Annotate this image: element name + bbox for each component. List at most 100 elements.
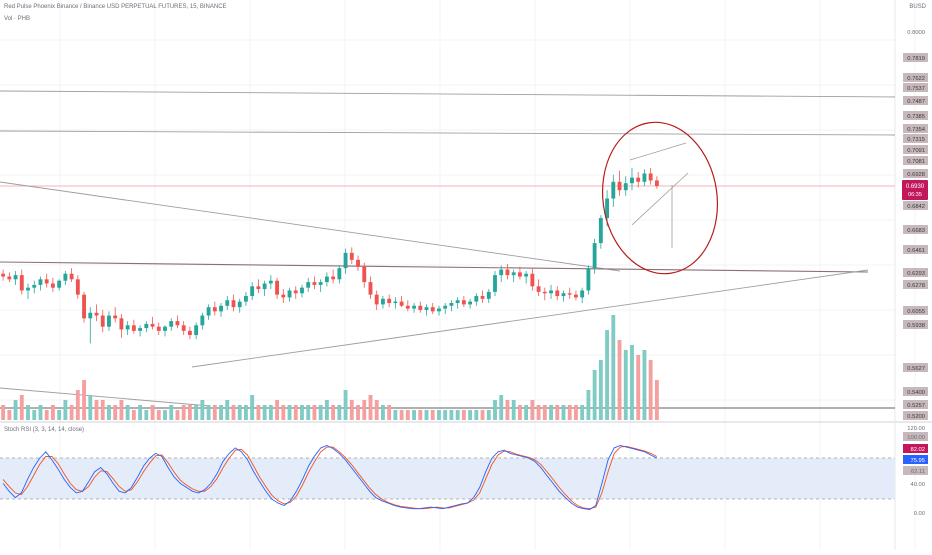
volume-bar [163,410,167,420]
candle-body [356,259,360,267]
candle-body [268,280,273,284]
volume-bar [418,410,423,420]
candle-body [586,268,591,291]
volume-bar [13,400,18,420]
volume-bar [194,405,199,420]
price-axis-label: 0.6278 [907,283,925,289]
candle-body [187,330,192,336]
volume-bar [300,405,304,420]
candle-body [331,276,336,280]
rsi-axis-label: 75.95 [910,458,925,464]
price-label-bg [903,96,928,105]
candle-body [113,315,118,319]
candle-body [82,294,86,319]
stoch-rsi-k-line [2,445,658,510]
volume-bar [380,405,385,420]
volume-bar [7,410,12,420]
stoch-rsi-indicator-label[interactable]: Stoch RSI (3, 3, 14, 14, close) [4,427,85,433]
price-label-bg [903,400,928,409]
price-label-bg [903,387,928,396]
candle-body [530,273,535,287]
candle-body [630,177,634,184]
candle-body [430,307,435,312]
volume-bar [592,370,597,420]
price-axis-label: 0.5938 [907,323,925,329]
candle-body [399,301,404,306]
volume-bar [256,405,261,420]
volume-bar [580,405,585,420]
volume-bar [517,405,522,420]
volume-bar [443,410,448,420]
candle-body [181,325,186,331]
ascending-trendline [191,269,869,368]
candle-body [237,301,242,308]
candle-body [1,273,6,277]
candle-body [324,276,329,283]
price-axis-label: 0.5200 [907,414,925,420]
candle-body [542,291,547,294]
price-axis-label: 0.6683 [907,228,925,234]
volume-bar [125,405,130,420]
candle-body [169,321,174,327]
volume-bar [50,405,55,420]
volume-bar [349,400,354,420]
volume-bar [474,410,479,420]
candle-body [617,181,622,191]
candle-body [250,286,255,297]
price-label-bg [903,245,928,254]
rsi-axis-label: 120.00 [907,426,925,432]
volume-bar [461,410,466,420]
volume-bar [505,400,510,420]
volume-bar [19,395,24,420]
volume-bar [169,405,174,420]
candle-body [100,315,105,327]
lower-descending-line [0,387,211,407]
candle-body [368,282,373,295]
price-axis-label: 0.7622 [907,76,925,82]
candle-body [592,243,597,269]
candle-body [144,323,149,329]
current-price-countdown: 06:35 [908,192,922,198]
candle-body [212,307,217,312]
volume-bar [82,380,86,420]
flag-upper-line [629,142,687,161]
candle-body [156,326,161,331]
price-axis-label: 0.5627 [907,366,925,372]
candle-body [461,300,466,305]
candle-body [555,290,560,297]
price-axis-label: 0.7354 [907,127,926,133]
price-axis-label: 0.7819 [907,56,925,62]
candle-body [275,280,280,295]
volume-bar [38,405,43,420]
candles [1,167,659,344]
rsi-band [0,458,895,499]
volume-bar [113,405,118,420]
candle-body [281,294,286,298]
volume-bar [88,395,93,420]
currency-label: BUSD [909,4,926,10]
volume-bar [237,405,242,420]
price-axis-label: 0.6293 [907,271,925,277]
volume-bar [26,405,30,420]
volume-bars [1,315,659,420]
volume-bar [268,405,273,420]
volume-bar [107,405,111,420]
volume-bar [187,405,192,420]
candle-body [449,303,454,306]
volume-bar [648,360,653,420]
volume-bar [611,315,616,420]
candle-body [536,286,541,292]
resistance-line-second [0,130,896,136]
candle-body [486,291,491,299]
volume-bar [549,405,553,420]
volume-bar [555,405,560,420]
volume-bar [654,380,659,420]
candle-body [312,282,317,285]
volume-bar [636,355,641,420]
volume-indicator-label[interactable]: Vol · PHB [4,16,31,22]
volume-bar [617,340,622,420]
candle-body [580,290,585,298]
candle-body [69,273,74,280]
candle-body [38,279,43,285]
